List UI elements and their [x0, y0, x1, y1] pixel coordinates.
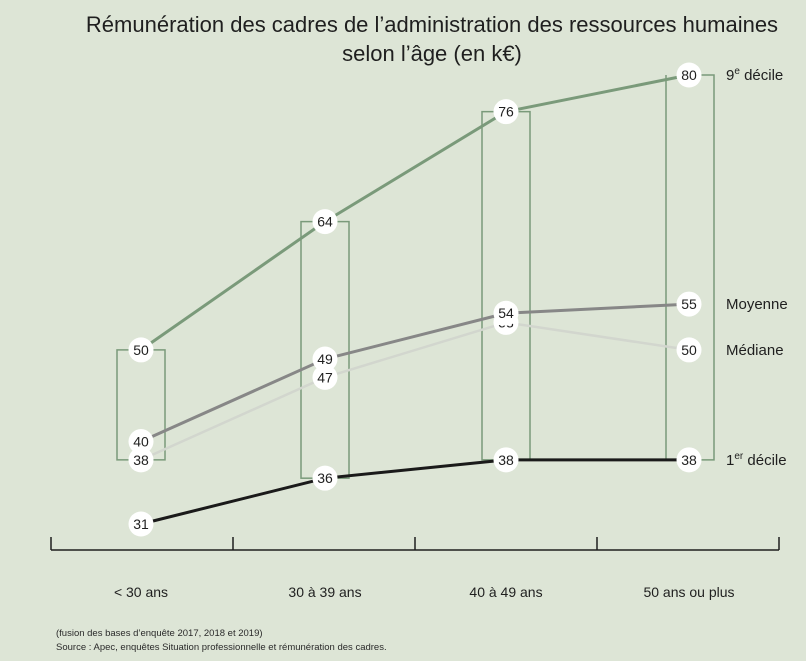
series-line-med	[140, 321, 690, 461]
data-label: 54	[498, 305, 514, 321]
data-point-d9: 64	[312, 209, 338, 235]
data-point-d9: 76	[493, 99, 519, 125]
data-point-moy: 54	[493, 300, 519, 326]
category-label: < 30 ans	[114, 584, 168, 600]
decile-bracket	[700, 74, 715, 461]
data-label: 36	[317, 470, 333, 486]
data-marker	[676, 62, 702, 88]
data-label: 50	[133, 342, 149, 358]
series-line-d1	[140, 458, 689, 526]
data-marker	[493, 447, 519, 473]
decile-box	[481, 110, 531, 461]
data-label: 49	[317, 351, 333, 367]
data-label: 38	[498, 452, 514, 468]
data-marker	[312, 364, 338, 390]
data-marker	[493, 99, 519, 125]
series-lines	[140, 73, 690, 526]
data-points: 38475350404954553136383850647680	[128, 62, 702, 537]
category-label: 40 à 49 ans	[469, 584, 542, 600]
data-label: 55	[681, 296, 697, 312]
data-marker	[128, 447, 154, 473]
data-label: 80	[681, 67, 697, 83]
x-axis	[50, 537, 780, 551]
data-marker	[676, 337, 702, 363]
data-marker	[312, 209, 338, 235]
data-point-d1: 38	[493, 447, 519, 473]
data-label: 50	[681, 342, 697, 358]
category-label: 30 à 39 ans	[288, 584, 361, 600]
data-label: 38	[133, 452, 149, 468]
data-marker	[676, 291, 702, 317]
data-point-moy: 49	[312, 346, 338, 372]
category-label: 50 ans ou plus	[643, 584, 734, 600]
data-point-moy: 40	[128, 429, 154, 455]
data-point-d9: 80	[676, 62, 702, 88]
series-label-d1: 1er décile	[726, 451, 787, 469]
data-marker	[128, 429, 154, 455]
data-point-med: 38	[128, 447, 154, 473]
data-label: 64	[317, 214, 333, 230]
data-point-moy: 55	[676, 291, 702, 317]
data-point-med: 50	[676, 337, 702, 363]
series-label-med: Médiane	[726, 342, 784, 359]
source-note: Source : Apec, enquêtes Situation profes…	[56, 642, 387, 653]
data-marker	[312, 465, 338, 491]
data-point-d1: 31	[128, 511, 154, 537]
series-label-moy: Moyenne	[726, 296, 788, 313]
footnote: (fusion des bases d’enquête 2017, 2018 e…	[56, 628, 263, 639]
data-point-d1: 36	[312, 465, 338, 491]
data-point-med: 47	[312, 364, 338, 390]
data-marker	[128, 337, 154, 363]
data-label: 38	[681, 452, 697, 468]
data-label: 76	[498, 104, 514, 120]
series-labels: 9e décile Moyenne Médiane 1er décile	[726, 66, 788, 469]
series-label-d9: 9e décile	[726, 66, 783, 84]
data-marker	[493, 300, 519, 326]
data-marker	[676, 447, 702, 473]
chart-subtitle: selon l’âge (en k€)	[342, 41, 522, 66]
series-line-d9	[140, 73, 690, 352]
data-label: 40	[133, 434, 149, 450]
data-label: 47	[317, 369, 333, 385]
data-point-d9: 50	[128, 337, 154, 363]
data-point-d1: 38	[676, 447, 702, 473]
data-marker	[128, 511, 154, 537]
category-labels: < 30 ans 30 à 39 ans 40 à 49 ans 50 ans ou …	[114, 584, 735, 600]
data-marker	[312, 346, 338, 372]
series-line-moy	[140, 302, 690, 443]
data-label: 31	[133, 516, 149, 532]
chart-title: Rémunération des cadres de l’administrat…	[86, 12, 778, 37]
decile-boxes	[116, 74, 715, 479]
